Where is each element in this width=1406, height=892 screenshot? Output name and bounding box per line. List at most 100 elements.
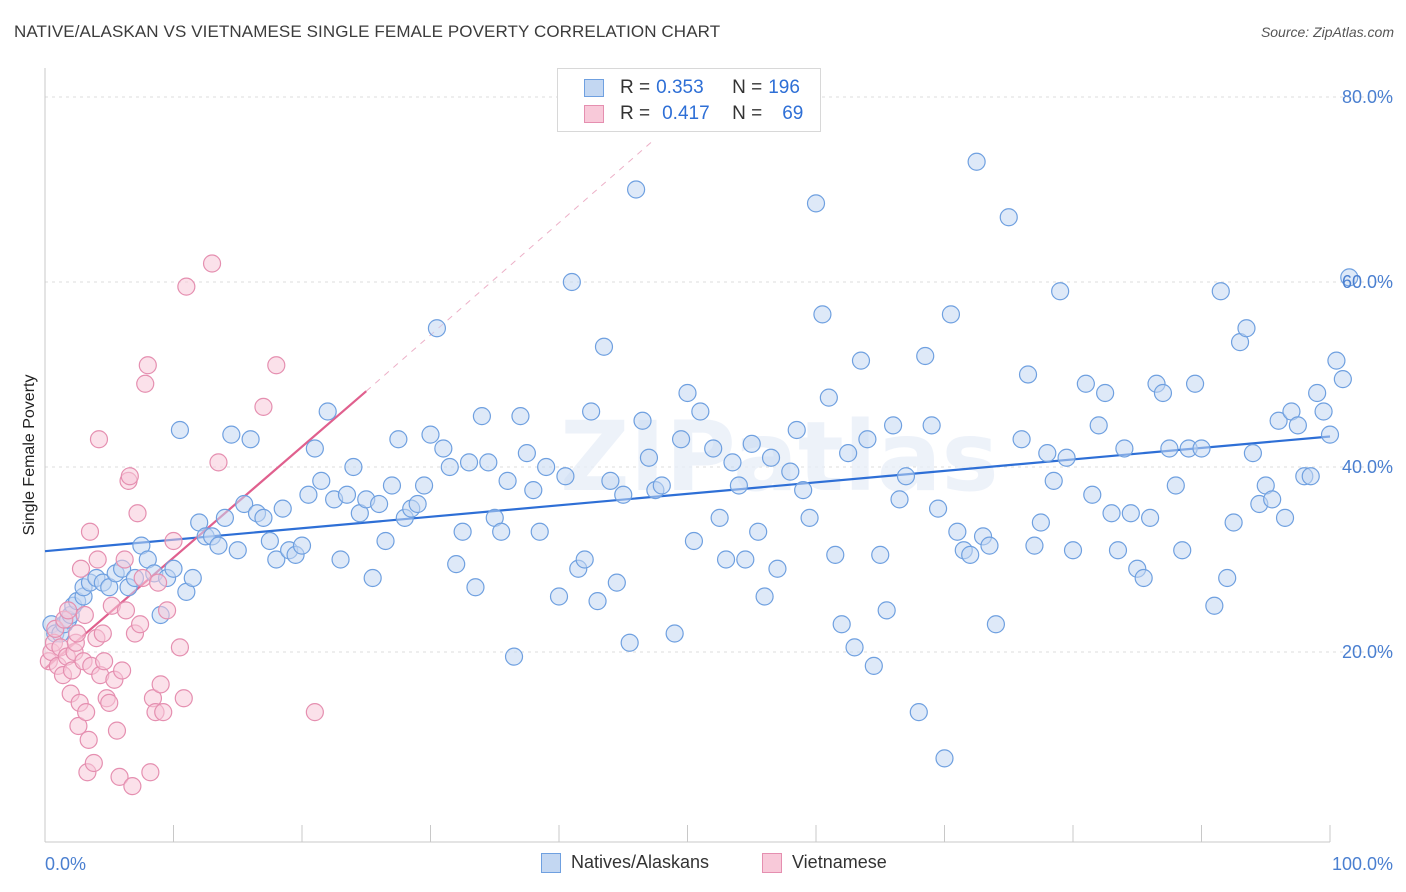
point-natives xyxy=(408,494,427,514)
point-vietnamese xyxy=(84,753,103,773)
point-vietnamese xyxy=(209,453,228,472)
point-natives xyxy=(652,476,671,495)
legend-n-label: N = xyxy=(732,77,763,98)
point-natives xyxy=(1012,430,1031,449)
point-vietnamese xyxy=(75,605,94,625)
point-natives xyxy=(1018,365,1038,384)
point-natives xyxy=(273,499,292,518)
legend-swatch-natives xyxy=(584,79,604,97)
legend-n-label: N = xyxy=(732,103,763,124)
point-natives xyxy=(1185,374,1205,393)
legend-r-value: 0.353 xyxy=(656,77,704,98)
bottom-swatch-natives xyxy=(541,852,561,873)
point-vietnamese xyxy=(95,652,114,671)
point-natives xyxy=(839,444,858,463)
point-natives xyxy=(633,411,652,430)
point-natives xyxy=(729,476,749,495)
point-vietnamese xyxy=(112,661,132,680)
point-natives xyxy=(832,615,851,634)
y-tick-label: 80.0% xyxy=(1342,87,1393,107)
x-tick-label: 100.0% xyxy=(1332,854,1393,874)
point-natives xyxy=(453,522,472,541)
point-vietnamese xyxy=(68,624,87,643)
point-natives xyxy=(1308,383,1327,403)
data-points xyxy=(39,152,1359,796)
point-natives xyxy=(768,559,787,578)
point-natives xyxy=(1288,416,1307,435)
point-natives xyxy=(1192,439,1211,458)
bottom-swatch-vietnamese xyxy=(762,852,782,873)
point-natives xyxy=(665,624,684,643)
point-vietnamese xyxy=(177,277,196,296)
point-natives xyxy=(1025,536,1044,555)
point-natives xyxy=(871,545,890,564)
point-natives xyxy=(1263,490,1282,509)
point-natives xyxy=(1063,541,1083,560)
point-natives xyxy=(549,587,569,606)
point-natives xyxy=(517,444,536,463)
point-natives xyxy=(864,656,883,675)
point-natives xyxy=(254,508,273,527)
point-natives xyxy=(858,430,877,449)
point-natives xyxy=(588,592,607,611)
point-natives xyxy=(305,439,324,458)
point-natives xyxy=(504,647,524,666)
point-natives xyxy=(1333,370,1352,389)
point-natives xyxy=(909,703,928,722)
point-natives xyxy=(916,346,935,366)
point-natives xyxy=(723,453,742,472)
point-natives xyxy=(209,536,228,555)
point-natives xyxy=(1327,351,1346,370)
point-natives xyxy=(562,272,581,292)
point-natives xyxy=(1140,508,1160,527)
point-natives xyxy=(389,430,408,449)
point-natives xyxy=(787,420,806,440)
x-tick-label: 0.0% xyxy=(45,854,86,874)
point-natives xyxy=(1173,541,1192,560)
point-natives xyxy=(845,638,864,657)
legend-r-label: R = xyxy=(620,77,651,98)
point-vietnamese xyxy=(110,767,129,786)
point-natives xyxy=(819,388,838,407)
point-natives xyxy=(948,522,967,541)
legend-n-value: 196 xyxy=(768,77,800,98)
legend-swatch-vietnamese xyxy=(584,105,604,123)
point-natives xyxy=(222,425,241,444)
point-natives xyxy=(312,471,331,490)
point-natives xyxy=(414,476,434,495)
point-natives xyxy=(1108,541,1128,560)
point-vietnamese xyxy=(151,675,170,694)
point-vietnamese xyxy=(154,703,173,722)
point-vietnamese xyxy=(107,721,127,740)
point-natives xyxy=(781,462,800,481)
point-natives xyxy=(459,453,479,472)
point-natives xyxy=(986,615,1006,634)
point-vietnamese xyxy=(88,550,107,569)
point-natives xyxy=(267,550,286,569)
point-natives xyxy=(761,448,781,467)
y-axis-label: Single Female Poverty xyxy=(21,375,38,536)
point-vietnamese xyxy=(267,356,286,375)
point-vietnamese xyxy=(71,559,91,578)
point-vietnamese xyxy=(123,777,142,796)
point-natives xyxy=(1134,568,1153,588)
point-vietnamese xyxy=(141,763,160,782)
y-tick-label: 40.0% xyxy=(1342,457,1393,477)
point-natives xyxy=(826,545,845,564)
point-vietnamese xyxy=(120,467,139,486)
point-natives xyxy=(691,402,710,421)
point-vietnamese xyxy=(100,693,119,712)
point-natives xyxy=(472,407,491,426)
point-natives xyxy=(1320,425,1340,444)
point-natives xyxy=(466,578,485,597)
point-natives xyxy=(890,490,909,509)
point-natives xyxy=(427,319,447,338)
point-natives xyxy=(1083,485,1102,504)
point-natives xyxy=(684,531,704,551)
legend-r-value: 0.417 xyxy=(662,103,710,124)
point-natives xyxy=(935,749,954,768)
point-natives xyxy=(1057,448,1076,467)
point-vietnamese xyxy=(59,601,78,620)
point-natives xyxy=(1314,402,1333,421)
point-natives xyxy=(967,152,986,171)
